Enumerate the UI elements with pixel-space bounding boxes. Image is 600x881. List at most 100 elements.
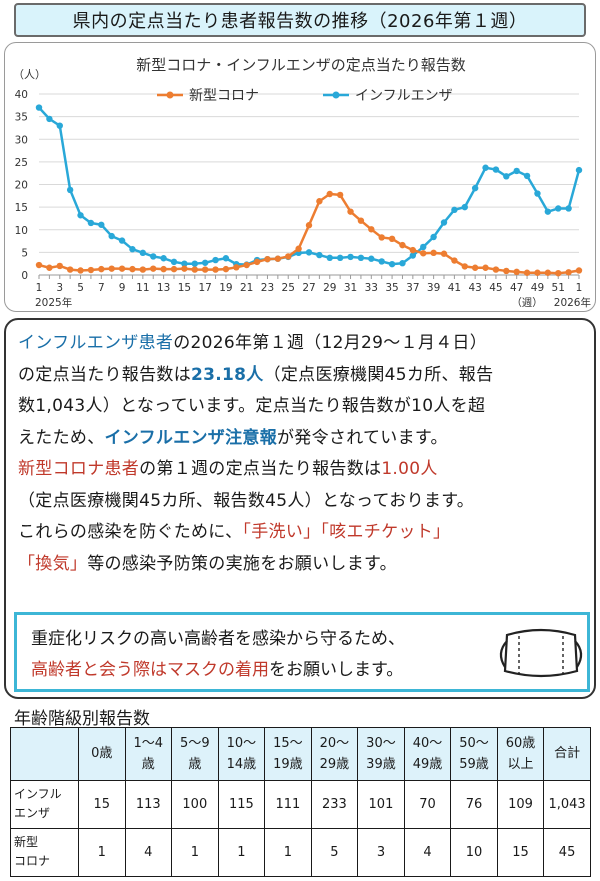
data-point [430,233,437,241]
flu-text-c: （定点医療機関45カ所、報告 [263,364,494,385]
data-point [575,267,583,274]
x-tick-label: 51 [552,282,565,294]
table-cell: 15 [78,779,126,829]
y-tick-label: 5 [21,247,28,259]
x-tick-label: 1 [36,282,43,294]
column-header-text: 15～ [273,735,303,751]
column-header: 50～ 59歳 [450,727,498,781]
table-header-row: 0歳 1～4 歳 5～9 歳 10～ 14歳 15～ 19歳 20～ 29歳 30～ 39歳 40～ 49歳… [10,727,591,781]
column-header-text: 10～ [226,735,257,751]
data-point [388,260,396,268]
data-point [181,265,188,272]
covid-text-a: の第１週の定点当たり報告数は [139,459,382,479]
x-tick-label: 47 [510,282,523,294]
data-point [565,269,572,276]
column-header-text: 歳 [188,756,202,772]
data-point [264,255,271,263]
x-year-start: 2025年 [35,296,72,309]
row-header-text: 新型 [14,835,39,850]
table-cell-text: 15 [512,844,529,860]
data-point [191,260,198,267]
table-cell-text: 115 [228,796,254,812]
y-tick-label: 15 [15,202,28,214]
mask-notice-text: 重症化リスクの高い高齢者を感染から守るため、 高齢者と会う際はマスクの着用をお願… [31,624,405,686]
flu-alert: インフルエンザ注意報 [104,427,277,448]
mask-notice: 重症化リスクの高い高齢者を感染から守るため、 高齢者と会う際はマスクの着用をお願… [14,612,590,692]
data-point [150,253,157,260]
table-cell: 115 [217,779,266,829]
y-tick-label: 35 [15,112,28,124]
x-tick-label: 15 [178,282,191,294]
column-header-text: 40～ [412,735,443,751]
data-point [461,203,468,211]
legend-marker [166,91,174,99]
data-point [56,262,63,270]
mask-icon [499,628,583,678]
x-year-end: 2026年 [554,296,591,309]
data-point [357,254,365,262]
table-cell: 1,043 [543,779,591,829]
table-cell: 10 [450,827,498,878]
data-point [139,249,147,257]
covid-label: 新型コロナ患者 [18,459,140,479]
data-point [139,266,147,273]
data-point [378,258,385,265]
table-cell-text: 1 [283,844,293,860]
data-point [523,269,531,276]
data-point [451,206,458,214]
y-tick-label: 20 [15,180,28,192]
table-row: 新型 コロナ 1 4 1 1 1 5 3 4 10 15 45 [10,827,591,878]
data-point [35,104,43,111]
data-point [555,269,562,277]
data-point [129,265,136,273]
data-point [212,266,219,273]
table-cell: 70 [403,779,452,829]
prevention-paragraph: これらの感染を防ぐために、「手洗い」「咳エチケット」 「換気」等の感染予防策の実施… [18,517,588,580]
table-cell-text: 45 [558,844,576,860]
table-cell: 76 [450,779,498,829]
data-point [201,266,209,273]
data-point [243,261,250,269]
data-point [87,266,95,274]
x-tick-label: 39 [427,282,440,294]
column-header: 0歳 [78,727,126,781]
x-tick-label: 3 [56,282,63,294]
data-point [46,264,53,271]
table-cell: 1 [171,827,219,878]
table-cell-text: 4 [423,844,432,860]
table-row: インフル エンザ 15 113 100 115 111 233 101 70 76 109 1,043 [10,779,591,829]
flu-text-e: えたため、 [18,427,105,448]
data-point [544,208,552,215]
data-point [420,250,427,257]
mask-line-2-rest: をお願いします。 [269,660,404,680]
x-tick-label: 11 [136,282,149,294]
table-cell-text: 3 [376,844,386,860]
data-point [513,167,520,175]
x-tick-label: 27 [302,282,315,294]
data-point [118,265,126,272]
data-point [129,246,136,253]
data-point [555,205,562,212]
row-header-text: エンザ [14,806,51,821]
table-cell-text: 10 [465,844,483,860]
table-cell: 113 [124,779,173,829]
legend-marker [332,91,340,99]
info-text: インフルエンザ患者の2026年第１週（12月29～１月４日） の定点当たり報告数は… [18,328,588,580]
column-header: 60歳 以上 [496,727,545,781]
data-point [399,241,406,249]
table-cell: 3 [357,827,405,878]
x-tick-label: 43 [468,282,481,294]
column-header-text: 60歳 [505,735,536,751]
x-tick-label: 41 [448,282,461,294]
x-tick-label: 33 [365,282,378,294]
x-tick-label: 45 [489,282,502,294]
flu-label: インフルエンザ患者 [18,333,174,353]
x-tick-label: 31 [344,282,357,294]
column-header: 40～ 49歳 [403,727,452,781]
mask-line-2-emphasis: 高齢者と会う際はマスクの着用 [31,660,269,680]
x-tick-label: 23 [261,282,274,294]
ventilation-text: 「換気」 [18,553,88,574]
column-header-text: 5～9 [180,735,210,751]
data-point [461,263,468,270]
data-point [492,166,500,173]
